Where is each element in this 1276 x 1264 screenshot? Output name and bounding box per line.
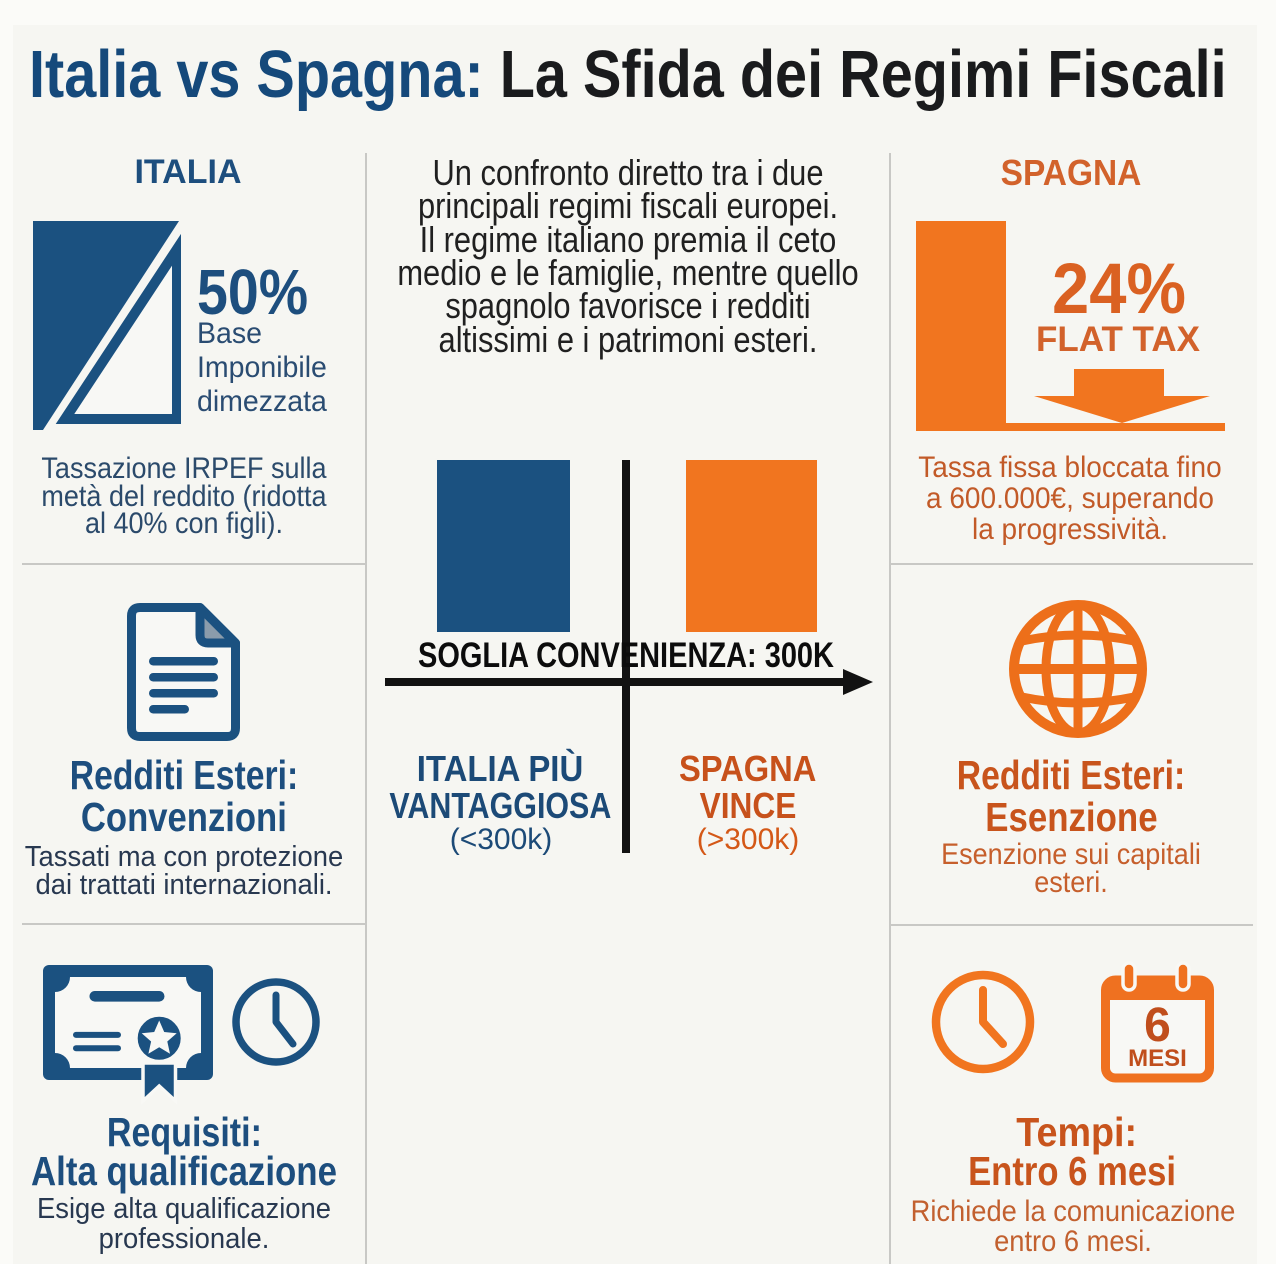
svg-text:6: 6 <box>1144 999 1171 1052</box>
svg-text:MESI: MESI <box>1128 1045 1187 1072</box>
